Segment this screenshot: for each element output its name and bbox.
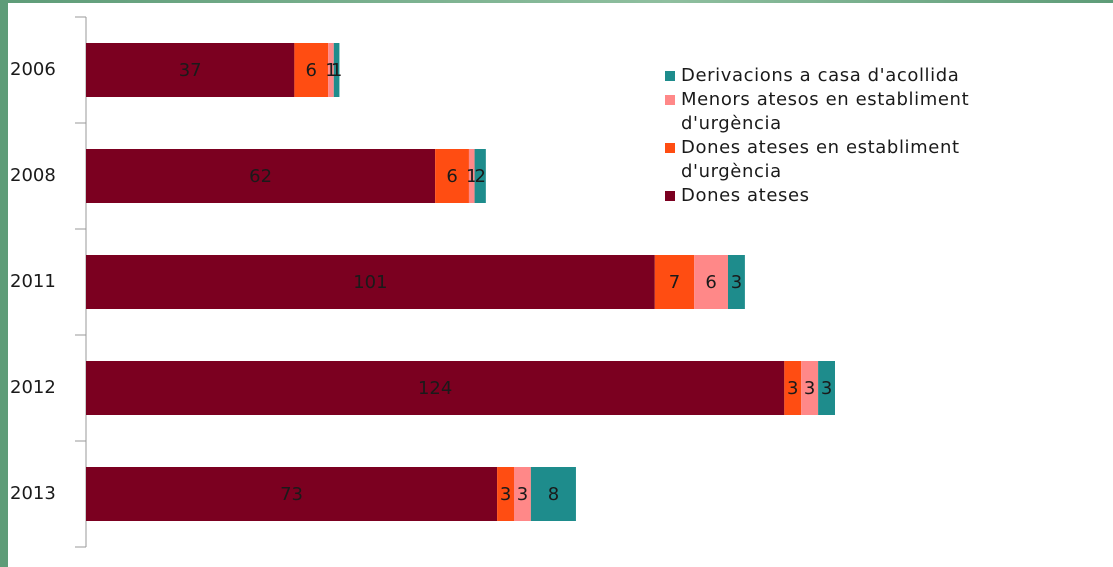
y-tick-label: 2008 <box>10 165 56 186</box>
legend-label: Menors atesos en establiment d'urgència <box>681 89 970 134</box>
bar-segment <box>654 255 695 309</box>
data-label: 6 <box>446 166 457 187</box>
data-label: 2 <box>474 166 485 187</box>
legend-item: Derivacions a casa d'acollida <box>665 64 1045 88</box>
bar-segment <box>530 467 576 521</box>
bar-segment <box>86 255 655 309</box>
data-label: 124 <box>418 378 452 399</box>
bar-segment <box>801 361 819 415</box>
bar-segment <box>514 467 531 521</box>
data-label: 3 <box>731 272 742 293</box>
data-label: 73 <box>280 484 303 505</box>
bar-segment <box>328 43 334 97</box>
legend-label: Dones ateses en establiment d'urgència <box>681 137 960 182</box>
legend-swatch <box>665 191 675 201</box>
data-label: 3 <box>500 484 511 505</box>
bar-segment <box>86 149 436 203</box>
data-label: 8 <box>548 484 559 505</box>
bar-segment <box>468 149 475 203</box>
bar-segment <box>86 43 295 97</box>
bar-segment <box>818 361 835 415</box>
bar-segment <box>86 361 785 415</box>
bar-segment <box>728 255 745 309</box>
data-label: 3 <box>804 378 815 399</box>
legend-swatch <box>665 143 675 153</box>
y-tick-label: 2006 <box>10 59 56 80</box>
bar-segment <box>435 149 469 203</box>
data-label: 3 <box>787 378 798 399</box>
y-tick-label: 2012 <box>10 377 56 398</box>
data-label: 1 <box>466 166 477 187</box>
bar-segment <box>784 361 802 415</box>
y-tick-label: 2011 <box>10 271 56 292</box>
data-label: 3 <box>517 484 528 505</box>
legend-swatch <box>665 95 675 105</box>
legend-swatch <box>665 71 675 81</box>
legend-item: Menors atesos en establiment d'urgència <box>665 88 1045 136</box>
bar-segment <box>294 43 329 97</box>
bar-segment <box>497 467 514 521</box>
legend-label: Dones ateses <box>681 185 810 206</box>
data-label: 37 <box>179 60 202 81</box>
bar-segment <box>86 467 498 521</box>
bar-segment <box>333 43 340 97</box>
data-label: 3 <box>821 378 832 399</box>
data-label: 6 <box>705 272 716 293</box>
bar-segment <box>474 149 486 203</box>
legend-item: Dones ateses <box>665 184 1045 208</box>
data-label: 7 <box>669 272 680 293</box>
data-label: 1 <box>325 60 336 81</box>
legend: Derivacions a casa d'acollida Menors ates… <box>665 64 1045 208</box>
legend-label: Derivacions a casa d'acollida <box>681 65 960 86</box>
data-label: 62 <box>249 166 272 187</box>
bar-segment <box>694 255 728 309</box>
data-label: 1 <box>331 60 342 81</box>
legend-item: Dones ateses en establiment d'urgència <box>665 136 1045 184</box>
data-label: 6 <box>306 60 317 81</box>
y-tick-label: 2013 <box>10 483 56 504</box>
data-label: 101 <box>353 272 387 293</box>
